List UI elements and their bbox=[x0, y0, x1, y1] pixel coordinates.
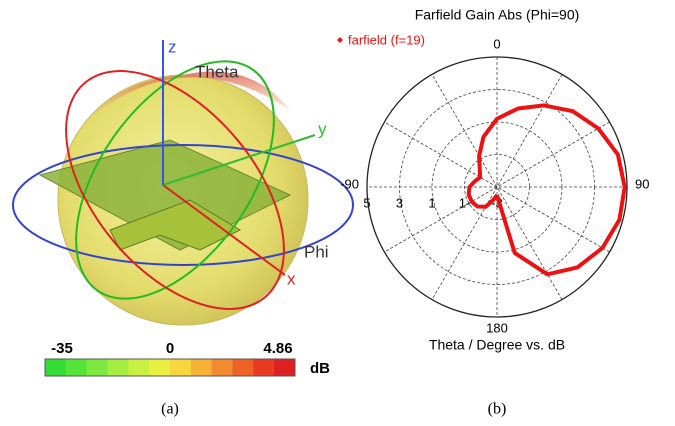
y-axis bbox=[162, 134, 316, 186]
colorbar-segment bbox=[86, 359, 108, 376]
colorbar-tick-label: 0 bbox=[166, 340, 174, 357]
colorbar-segment bbox=[149, 359, 171, 376]
caption: (b) bbox=[488, 401, 507, 418]
colorbar-segment bbox=[170, 359, 192, 376]
outer-ring bbox=[366, 56, 628, 318]
grid-ring bbox=[399, 89, 595, 285]
y-label: y bbox=[318, 119, 327, 138]
legend-label: farfield (f=19) bbox=[348, 32, 425, 47]
x-label: x bbox=[287, 269, 296, 288]
colorbar-segment bbox=[232, 359, 254, 376]
phi-label: Phi bbox=[304, 242, 329, 261]
spoke bbox=[431, 74, 563, 300]
r-tick-label: 1 bbox=[428, 195, 435, 210]
colorbar-segment bbox=[253, 359, 275, 376]
colorbar-segment bbox=[45, 359, 67, 376]
colorbar-segment bbox=[65, 359, 88, 376]
angle-tick-label: -90 bbox=[340, 176, 359, 191]
colorbar-segment bbox=[190, 359, 213, 376]
colorbar-tick-label: 4.86 bbox=[263, 340, 292, 357]
colorbar-segment bbox=[107, 359, 129, 376]
colorbar-unit: dB bbox=[310, 360, 330, 377]
legend-marker bbox=[337, 37, 343, 43]
z-label: z bbox=[168, 37, 177, 56]
angle-tick-label: 90 bbox=[635, 176, 649, 191]
x-axis-title: Theta / Degree vs. dB bbox=[429, 337, 565, 353]
r-tick-label: -3 bbox=[491, 195, 503, 210]
colorbar-segment bbox=[128, 359, 150, 376]
theta-ring-red bbox=[65, 70, 285, 310]
angle-tick-label: 0 bbox=[493, 36, 500, 51]
colorbar-segment bbox=[211, 359, 233, 376]
series-line bbox=[466, 103, 627, 277]
sphere-top bbox=[88, 71, 290, 120]
theta-label: Theta bbox=[195, 62, 239, 81]
grid-ring bbox=[464, 154, 530, 220]
colorbar-frame bbox=[44, 358, 296, 377]
colorbar-segment bbox=[274, 359, 296, 376]
pattern-3d: z y x Theta Phi bbox=[12, 37, 354, 326]
polar-chart: 5 3 1 1- -3 0 90 180 -90 farfield (f=19) bbox=[337, 32, 649, 335]
angle-tick-label: 180 bbox=[486, 320, 508, 335]
chart-title: Farfield Gain Abs (Phi=90) bbox=[415, 7, 580, 23]
r-tick-label: 1- bbox=[459, 195, 471, 210]
r-tick-label: 5 bbox=[363, 195, 370, 210]
phi-ring bbox=[12, 144, 354, 266]
theta-ring-green bbox=[75, 60, 275, 300]
colorbar: -35 0 4.86 bbox=[44, 340, 296, 377]
colorbar-tick-label: -35 bbox=[51, 340, 73, 357]
r-tick-label: 3 bbox=[396, 195, 403, 210]
caption: (a) bbox=[161, 401, 179, 418]
x-axis bbox=[162, 184, 286, 276]
